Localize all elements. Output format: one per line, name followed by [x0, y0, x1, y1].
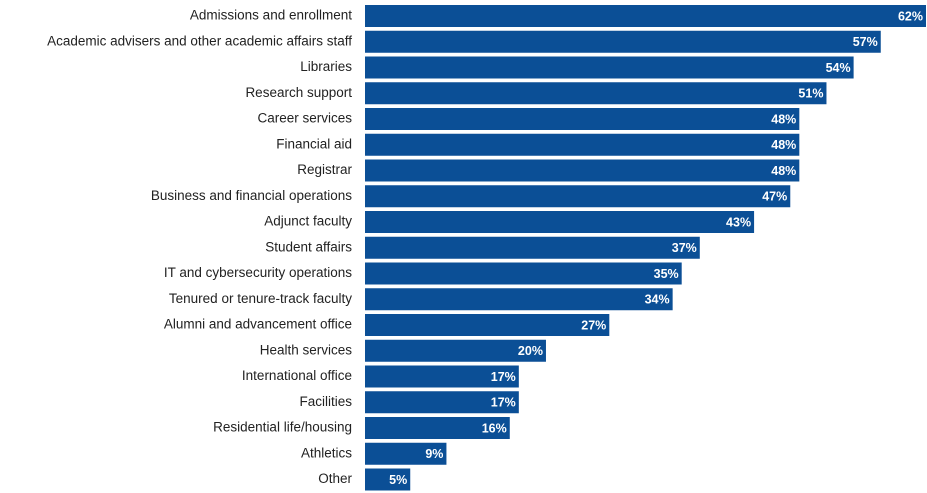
category-label: Registrar	[297, 162, 352, 177]
bar	[365, 82, 827, 105]
category-label: International office	[242, 368, 352, 383]
bar	[365, 159, 800, 182]
category-label: Athletics	[301, 445, 352, 460]
category-label: Alumni and advancement office	[164, 317, 352, 332]
bar	[365, 339, 546, 362]
category-label: Career services	[257, 111, 352, 126]
category-label: Student affairs	[265, 239, 352, 254]
bar	[365, 211, 755, 233]
category-label: Other	[318, 471, 352, 486]
value-label: 9%	[425, 447, 443, 461]
bar	[365, 56, 854, 79]
value-label: 20%	[518, 344, 543, 358]
value-label: 5%	[389, 473, 407, 487]
value-label: 48%	[771, 112, 796, 126]
category-label: Financial aid	[276, 136, 352, 151]
value-label: 54%	[826, 61, 851, 75]
category-label: Residential life/housing	[213, 420, 352, 435]
value-label: 34%	[645, 293, 670, 307]
category-label: Admissions and enrollment	[190, 8, 352, 23]
bar	[365, 365, 519, 388]
bar	[365, 5, 926, 27]
value-label: 17%	[491, 396, 516, 410]
value-label: 47%	[762, 190, 787, 204]
value-label: 48%	[771, 164, 796, 178]
category-label: Adjunct faculty	[264, 214, 352, 229]
value-label: 27%	[581, 318, 606, 332]
category-label: Facilities	[299, 394, 352, 409]
category-label: IT and cybersecurity operations	[164, 265, 352, 280]
category-label: Research support	[245, 85, 352, 100]
bar	[365, 30, 881, 53]
bar	[365, 417, 510, 439]
value-label: 35%	[654, 267, 679, 281]
bar	[365, 391, 519, 414]
category-label: Business and financial operations	[151, 188, 352, 203]
bar	[365, 236, 700, 259]
category-label: Academic advisers and other academic aff…	[47, 33, 352, 48]
bar	[365, 262, 682, 285]
value-label: 43%	[726, 215, 751, 229]
category-label: Health services	[260, 342, 353, 357]
bar	[365, 314, 610, 336]
bar	[365, 468, 411, 491]
value-label: 16%	[482, 421, 507, 435]
bar	[365, 108, 800, 130]
bar	[365, 442, 447, 465]
value-label: 17%	[491, 370, 516, 384]
category-label: Libraries	[300, 59, 352, 74]
bar	[365, 133, 800, 156]
bar	[365, 185, 791, 208]
value-label: 57%	[853, 35, 878, 49]
value-label: 51%	[798, 87, 823, 101]
value-label: 48%	[771, 138, 796, 152]
value-label: 62%	[898, 9, 923, 23]
category-label: Tenured or tenure-track faculty	[169, 291, 352, 306]
bar	[365, 288, 673, 311]
value-label: 37%	[672, 241, 697, 255]
